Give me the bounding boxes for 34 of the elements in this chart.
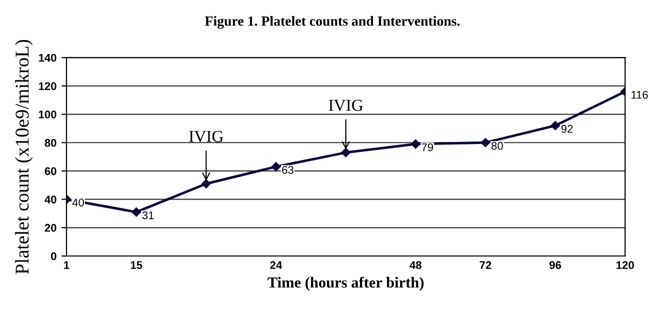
data-label: 40 <box>72 198 84 206</box>
point <box>202 179 211 188</box>
point <box>550 121 560 130</box>
point <box>271 162 281 172</box>
point <box>411 139 420 149</box>
annotation: IVIG <box>189 130 224 142</box>
point <box>132 207 141 217</box>
x-tick-label: 48 <box>410 261 422 270</box>
data-label: 79 <box>422 143 434 152</box>
point <box>480 138 490 148</box>
y-tick-label: 120 <box>38 82 56 90</box>
x-tick-label: 24 <box>270 261 282 269</box>
y-tick-label: 0 <box>51 252 56 260</box>
y-tick-label: 100 <box>38 110 56 118</box>
x-tick-label: 120 <box>616 261 634 270</box>
chart-title: Figure 1. Platelet counts and Interventions. <box>204 16 460 29</box>
y-tick-label: 40 <box>44 196 56 204</box>
y-tick-label: 60 <box>44 167 56 176</box>
y-tick-label: 80 <box>44 138 56 147</box>
y-tick-label: 20 <box>44 224 56 232</box>
point <box>341 148 350 158</box>
annotation: IVIG <box>328 100 363 111</box>
data-label: 63 <box>282 166 294 174</box>
x-tick-label: 15 <box>130 261 142 270</box>
data-label: 116 <box>632 90 648 99</box>
x-axis-title: Time (hours after birth) <box>268 276 424 291</box>
x-tick-label: 72 <box>480 261 492 269</box>
x-tick-label: 1 <box>64 261 70 269</box>
data-label: 80 <box>491 142 503 150</box>
x-tick-label: 96 <box>549 261 562 270</box>
data-label: 92 <box>561 124 573 133</box>
y-tick-label: 140 <box>38 54 56 62</box>
data-label: 31 <box>142 211 154 220</box>
y-axis-title: Platelet count (x10e9/mikroL) <box>15 40 33 274</box>
